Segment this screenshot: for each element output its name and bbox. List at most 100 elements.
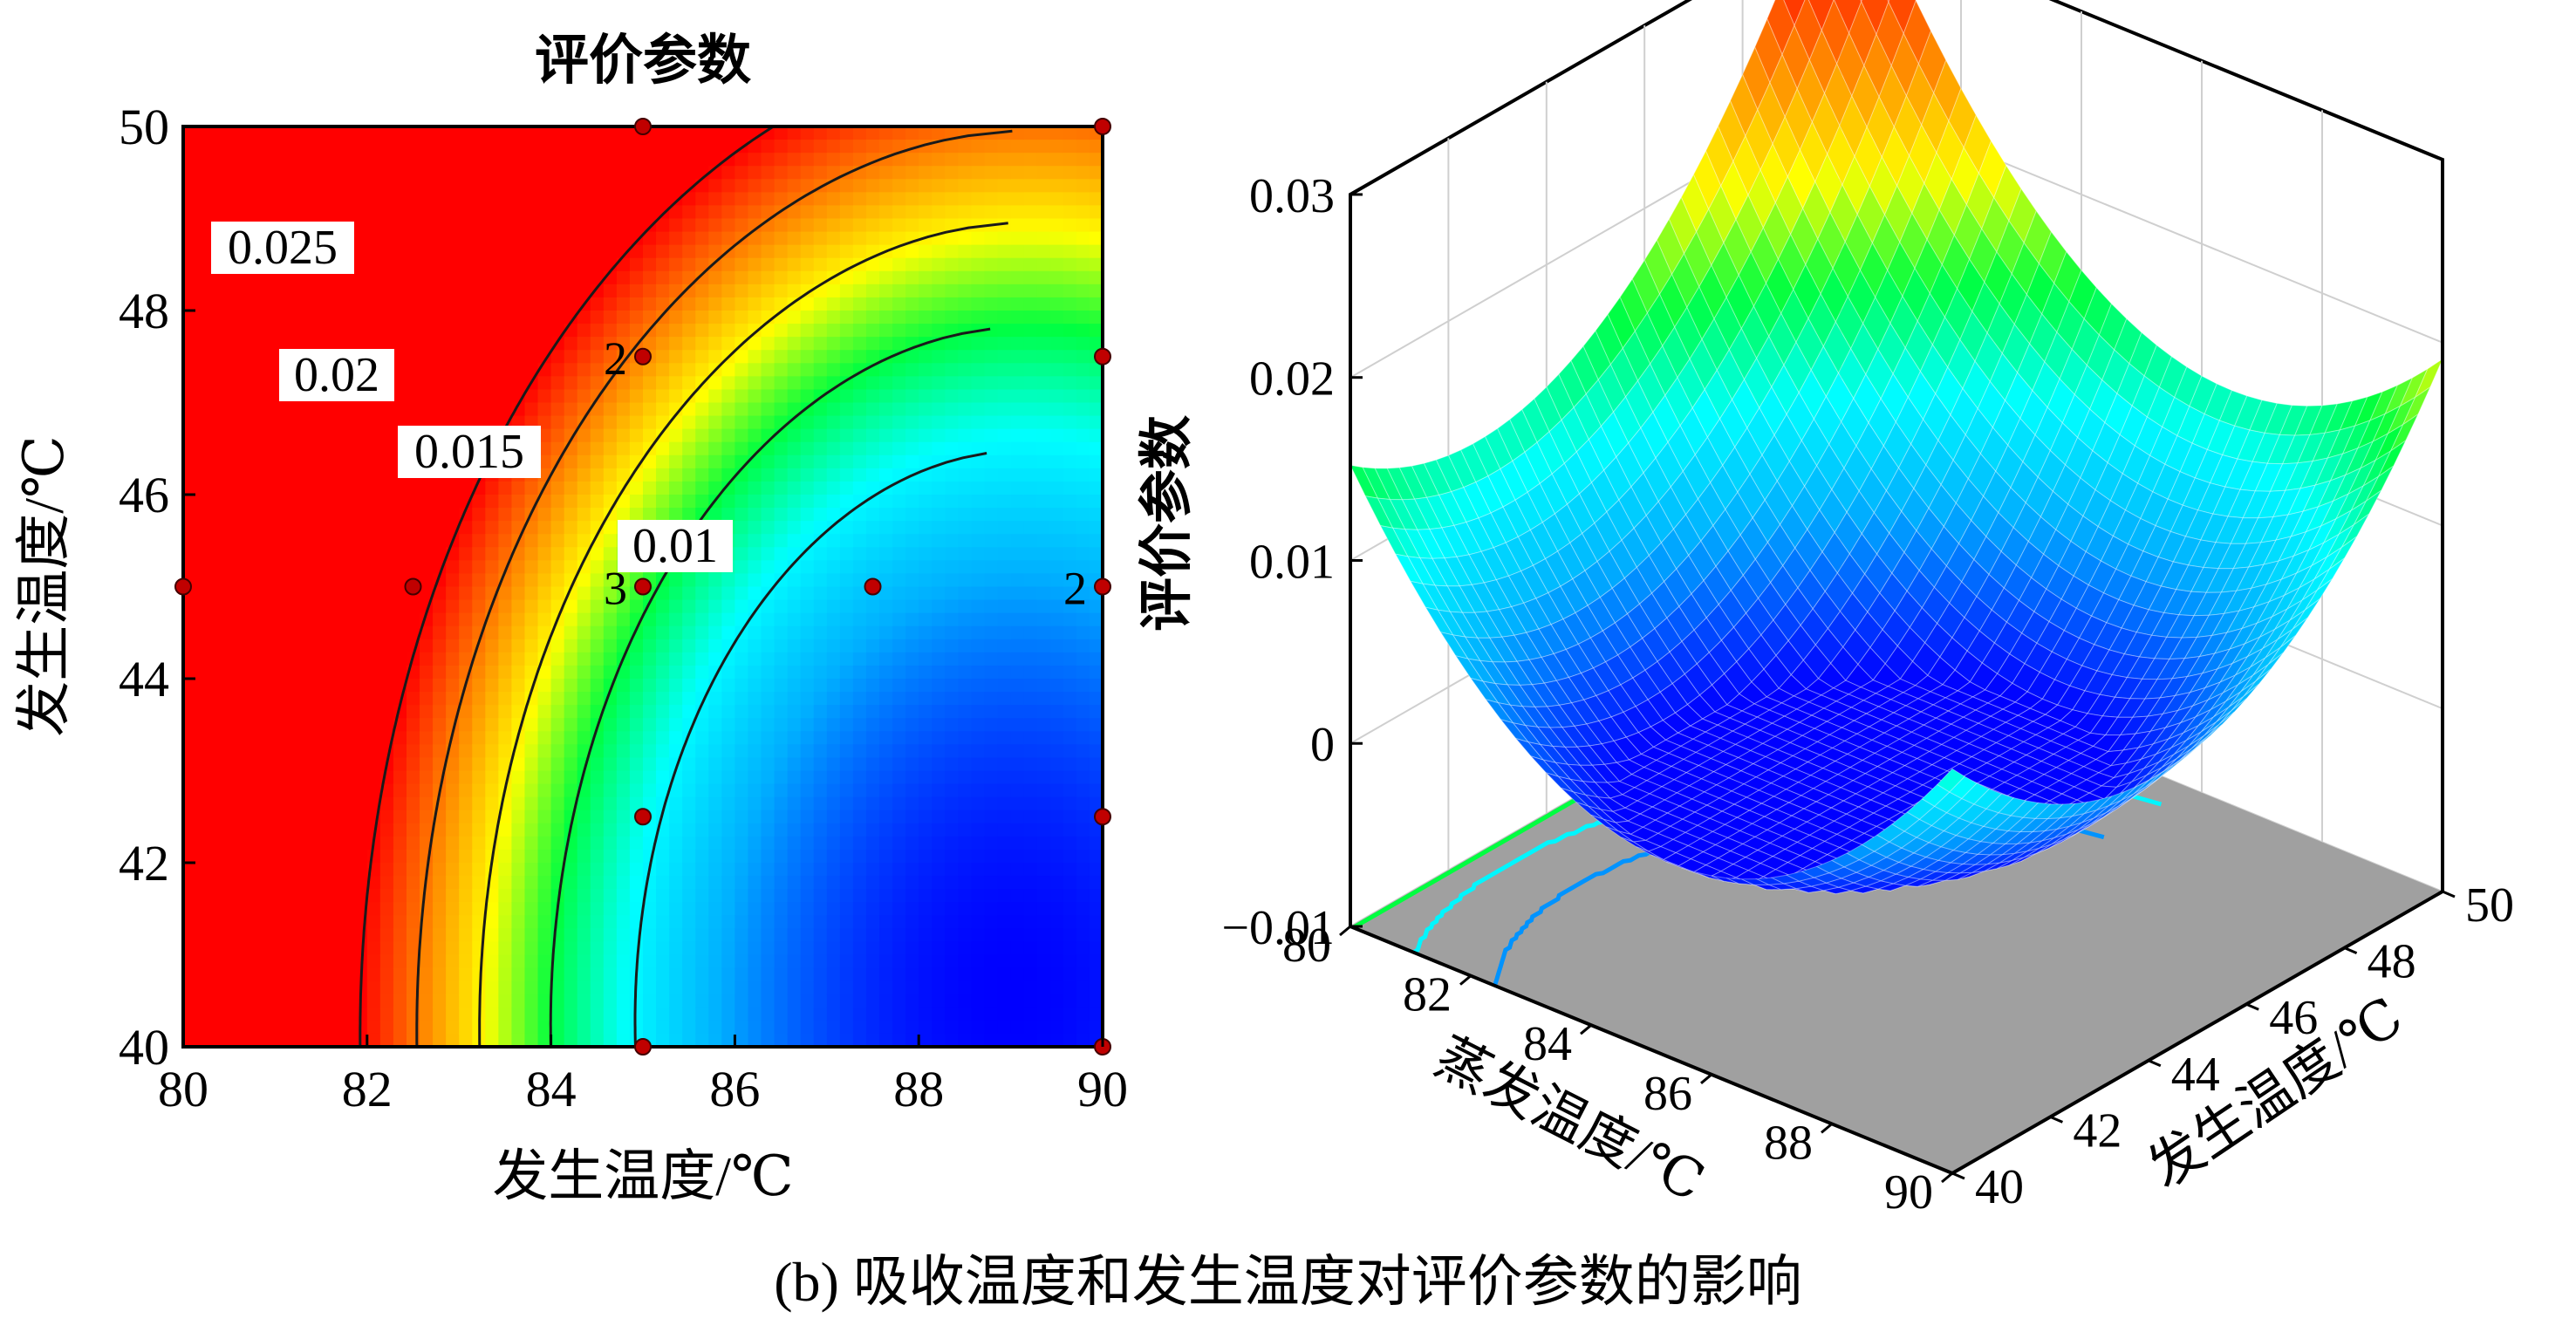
heatmap-cell [971, 376, 986, 391]
heatmap-cell [839, 402, 854, 417]
heatmap-cell [603, 324, 618, 338]
heatmap-cell [879, 166, 893, 181]
heatmap-cell [1023, 441, 1038, 456]
heatmap-cell [379, 902, 394, 917]
heatmap-cell [682, 876, 697, 890]
heatmap-cell [748, 415, 762, 430]
heatmap-cell [682, 153, 697, 167]
heatmap-cell [813, 376, 828, 391]
heatmap-cell [892, 153, 906, 167]
heatmap-cell [459, 495, 474, 509]
heatmap-cell [656, 441, 670, 456]
heatmap-cell [275, 612, 290, 627]
heatmap-cell [485, 337, 500, 352]
heatmap-cell [275, 836, 290, 851]
heatmap-cell [446, 179, 460, 194]
heatmap-cell [406, 297, 420, 311]
heatmap-cell [1063, 481, 1077, 495]
heatmap-cell [879, 297, 893, 311]
heatmap-cell [249, 324, 263, 338]
heatmap-cell [485, 783, 500, 798]
heatmap-cell [366, 1020, 381, 1035]
heatmap-cell [787, 205, 802, 220]
heatmap-cell [433, 350, 447, 365]
heatmap-cell [669, 244, 683, 259]
heatmap-cell [905, 166, 919, 181]
heatmap-cell [577, 889, 591, 904]
heatmap-cell [406, 599, 420, 614]
heatmap-cell [800, 770, 815, 785]
heatmap-cell [839, 967, 854, 982]
heatmap-cell [919, 376, 933, 391]
heatmap-cell [196, 679, 210, 693]
heatmap-cell [865, 639, 880, 653]
heatmap-cell [682, 468, 697, 482]
heatmap-cell [327, 508, 342, 522]
heatmap-cell [590, 876, 605, 890]
heatmap-cell [209, 140, 223, 154]
heatmap-cell [761, 863, 776, 877]
heatmap-cell [721, 231, 736, 246]
heatmap-cell [1023, 665, 1038, 680]
heatmap-cell [393, 994, 407, 1008]
heatmap-cell [288, 270, 303, 285]
heatmap-cell [656, 679, 670, 693]
heatmap-cell [327, 770, 342, 785]
heatmap-cell [708, 705, 723, 720]
heatmap-cell [748, 166, 762, 181]
heatmap-cell [826, 1020, 841, 1035]
heatmap-cell [537, 573, 552, 588]
heatmap-cell [550, 205, 565, 220]
heatmap-cell [209, 350, 223, 365]
heatmap-cell [984, 612, 999, 627]
heatmap-cell [1049, 783, 1064, 798]
heatmap-cell [721, 599, 736, 614]
heatmap-cell [721, 1020, 736, 1035]
heatmap-cell [997, 836, 1012, 851]
heatmap-cell [629, 796, 644, 811]
heatmap-cell [643, 140, 657, 154]
heatmap-cell [379, 218, 394, 233]
heatmap-cell [656, 954, 670, 969]
heatmap-cell [236, 994, 250, 1008]
heatmap-cell [826, 692, 841, 706]
heatmap-cell [735, 257, 749, 272]
heatmap-cell [695, 205, 710, 220]
heatmap-cell [787, 534, 802, 549]
heatmap-cell [366, 508, 381, 522]
heatmap-cell [262, 849, 277, 864]
x-tick-label: 82 [342, 1061, 393, 1117]
heatmap-cell [524, 967, 539, 982]
heatmap-cell [892, 954, 906, 969]
heatmap-cell [616, 625, 631, 640]
heatmap-cell [550, 665, 565, 680]
heatmap-cell [865, 441, 880, 456]
design-point [634, 118, 652, 135]
heatmap-cell [787, 941, 802, 956]
heatmap-cell [839, 140, 854, 154]
heatmap-cell [249, 770, 263, 785]
heatmap-cell [932, 376, 946, 391]
heatmap-cell [1023, 126, 1038, 140]
heatmap-cell [511, 889, 526, 904]
heatmap-cell [288, 297, 303, 311]
heatmap-cell [498, 967, 513, 982]
heatmap-cell [183, 796, 197, 811]
heatmap-cell [183, 810, 197, 824]
heatmap-cell [813, 744, 828, 759]
heatmap-cell [629, 836, 644, 851]
heatmap-cell [695, 140, 710, 154]
heatmap-cell [603, 967, 618, 982]
heatmap-cell [498, 810, 513, 824]
heatmap-cell [695, 389, 710, 404]
heatmap-cell [340, 521, 355, 536]
heatmap-cell [1049, 836, 1064, 851]
heatmap-cell [485, 350, 500, 365]
heatmap-cell [1023, 967, 1038, 982]
heatmap-cell [787, 521, 802, 536]
heatmap-cell [196, 599, 210, 614]
heatmap-cell [446, 1007, 460, 1021]
heatmap-cell [813, 915, 828, 930]
heatmap-cell [616, 902, 631, 917]
heatmap-cell [629, 508, 644, 522]
